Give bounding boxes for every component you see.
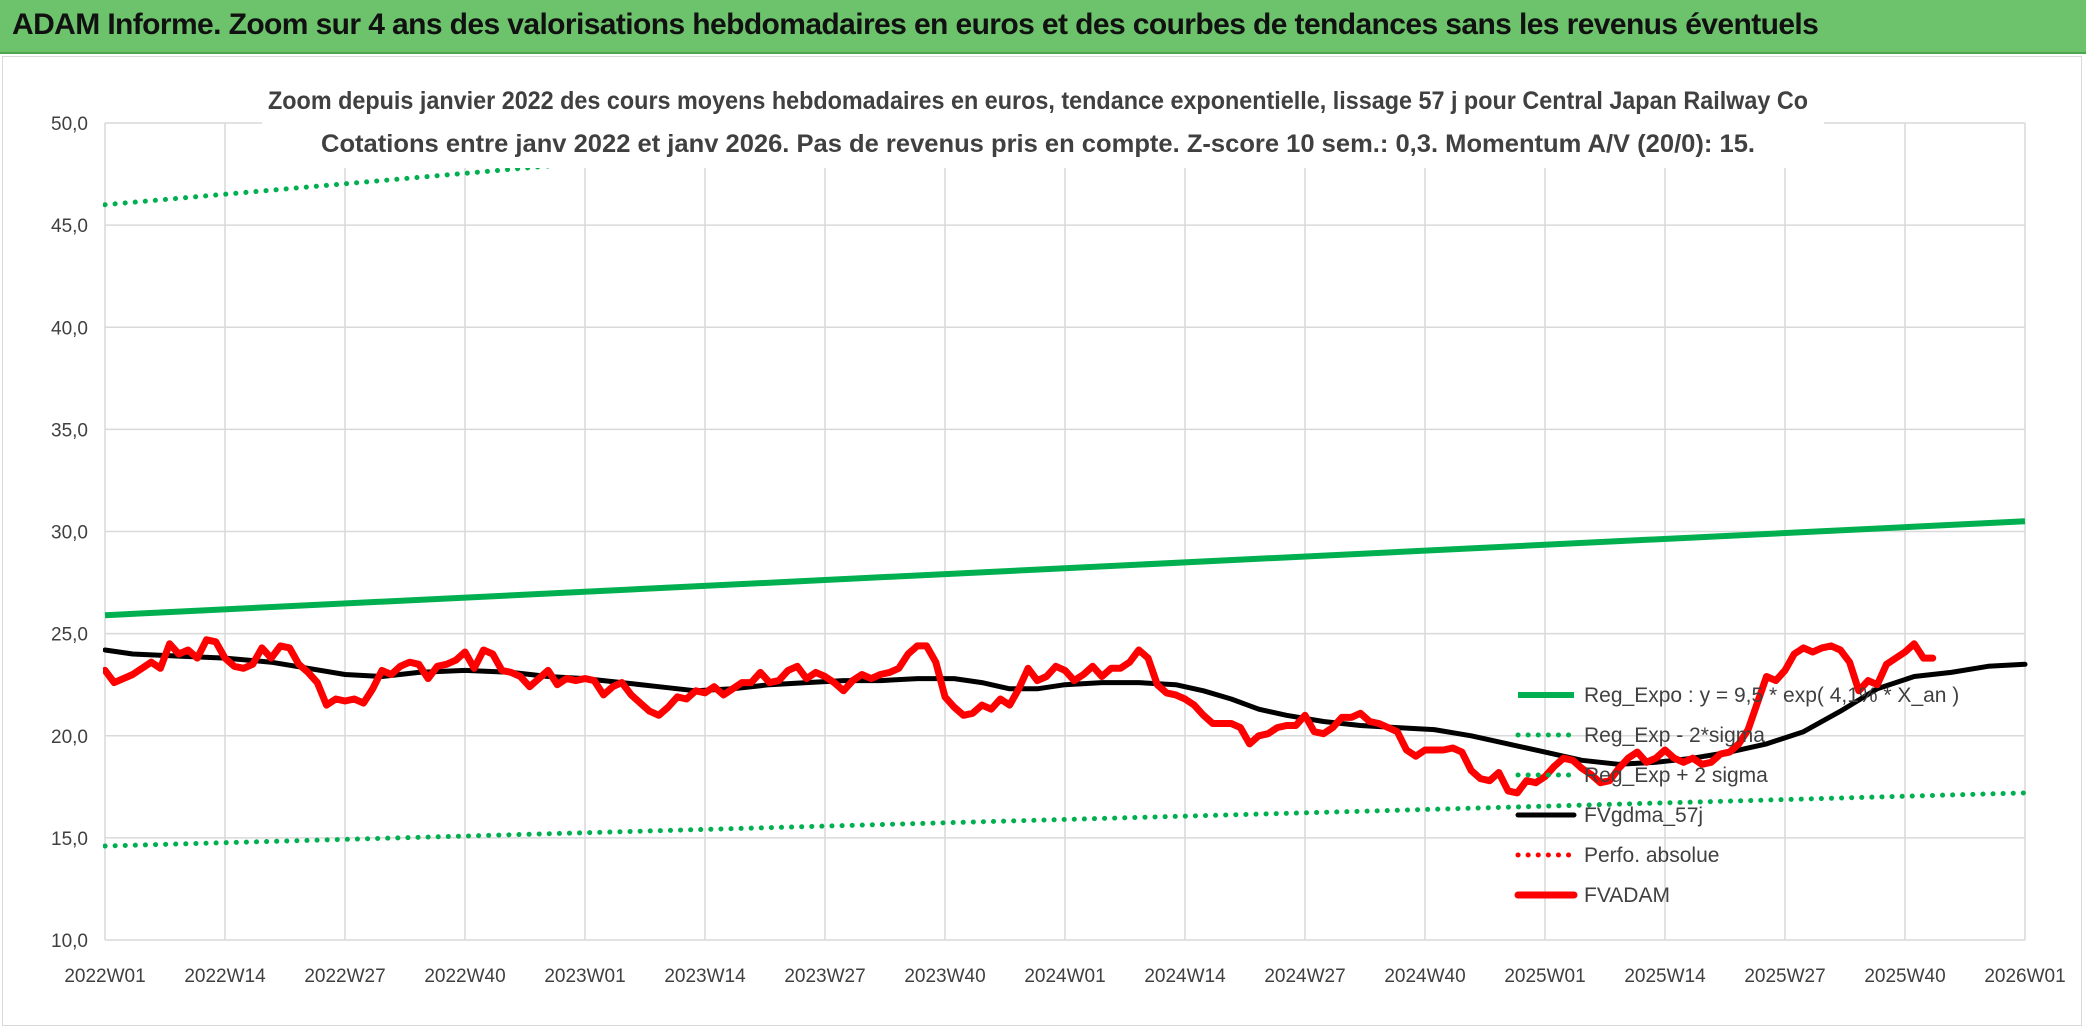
x-tick-label: 2025W40 [1864, 966, 1945, 987]
x-axis-ticks: 2022W01 2022W14 2022W27 2022W40 2023W01 2023W… [64, 966, 2065, 987]
x-tick-label: 2022W27 [304, 966, 385, 987]
banner-title: ADAM Informe. Zoom sur 4 ans des valoris… [12, 8, 1819, 41]
y-tick-label: 10,0 [51, 931, 88, 952]
y-tick-label: 50,0 [51, 114, 88, 135]
x-tick-label: 2023W27 [784, 966, 865, 987]
legend-label: Reg_Expo : y = 9,5 * exp( 4,1% * X_an ) [1584, 684, 1959, 707]
chart-title: Zoom depuis janvier 2022 des cours moyen… [268, 87, 1808, 115]
legend-label: Reg_Exp + 2 sigma [1584, 764, 1768, 787]
legend: Reg_Expo : y = 9,5 * exp( 4,1% * X_an ) R… [1514, 684, 1959, 907]
x-tick-label: 2023W01 [544, 966, 625, 987]
legend-label: FVgdma_57j [1584, 804, 1703, 827]
x-tick-label: 2024W01 [1024, 966, 1105, 987]
series-line [104, 518, 2026, 619]
gridlines [104, 122, 2026, 941]
x-tick-label: 2026W01 [1984, 966, 2065, 987]
y-tick-label: 40,0 [51, 318, 88, 339]
series-line [103, 790, 2028, 849]
series-line [103, 647, 2028, 767]
y-tick-label: 20,0 [51, 727, 88, 748]
x-tick-label: 2023W14 [664, 966, 746, 987]
chart-frame [2, 56, 2082, 1026]
y-tick-label: 25,0 [51, 625, 88, 646]
chart-subtitle: Cotations entre janv 2022 et janv 2026. … [321, 130, 1755, 158]
legend-label: Reg_Exp - 2*sigma [1584, 724, 1765, 747]
x-tick-label: 2024W27 [1264, 966, 1345, 987]
y-tick-label: 45,0 [51, 216, 88, 237]
legend-label: Perfo. absolue [1584, 844, 1719, 867]
banner: ADAM Informe. Zoom sur 4 ans des valoris… [0, 0, 2086, 54]
x-tick-label: 2024W14 [1144, 966, 1226, 987]
y-axis-ticks: 10,0 15,0 20,0 25,0 30,0 35,0 40,0 45,0 50,0 [51, 114, 88, 952]
legend-label: FVADAM [1584, 884, 1670, 907]
y-tick-label: 15,0 [51, 829, 88, 850]
series-lines [103, 123, 2028, 849]
x-tick-label: 2022W01 [64, 966, 145, 987]
x-tick-label: 2022W14 [184, 966, 266, 987]
y-tick-label: 30,0 [51, 523, 88, 544]
x-tick-label: 2025W27 [1744, 966, 1825, 987]
x-tick-label: 2025W01 [1504, 966, 1585, 987]
x-tick-label: 2023W40 [904, 966, 985, 987]
series-line [103, 636, 1937, 797]
x-tick-label: 2025W14 [1624, 966, 1706, 987]
x-tick-label: 2022W40 [424, 966, 505, 987]
y-tick-label: 35,0 [51, 420, 88, 441]
title-background [262, 78, 1824, 168]
series-line [103, 123, 1071, 208]
x-tick-label: 2024W40 [1384, 966, 1465, 987]
